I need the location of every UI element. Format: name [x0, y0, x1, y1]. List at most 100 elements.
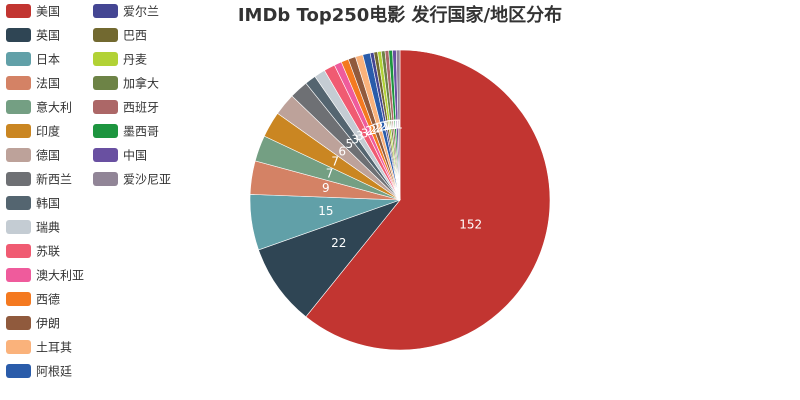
legend-label: 印度	[36, 124, 60, 139]
pie-slices	[249, 49, 551, 351]
legend-swatch	[6, 52, 31, 66]
legend-label: 法国	[36, 77, 60, 91]
legend-swatch	[93, 100, 118, 114]
legend-swatch	[6, 148, 31, 162]
slice-value-label: 7	[326, 167, 334, 181]
legend-swatch	[6, 76, 31, 90]
pie-slice-e788b1e6b299e5b0bce4ba9a[interactable]	[395, 49, 401, 201]
legend-item[interactable]: 爱尔兰	[93, 4, 159, 19]
legend-label: 加拿大	[123, 76, 159, 91]
legend-label: 伊朗	[36, 317, 60, 331]
legend-swatch	[93, 76, 118, 90]
slice-value-label: 2	[365, 124, 373, 138]
slice-value-label: 15	[318, 204, 333, 218]
legend-item[interactable]: 墨西哥	[93, 124, 159, 139]
legend-item[interactable]: 加拿大	[93, 76, 159, 91]
legend-swatch	[93, 4, 118, 18]
legend-item[interactable]: 日本	[6, 52, 60, 67]
legend-item[interactable]: 印度	[6, 124, 60, 139]
slice-value-label: 1	[388, 118, 396, 132]
slice-value-label: 2	[372, 121, 380, 135]
legend-label: 瑞典	[36, 221, 60, 235]
legend-item[interactable]: 西班牙	[93, 100, 159, 115]
legend-label: 韩国	[36, 196, 60, 211]
slice-value-label: 2	[376, 120, 384, 134]
legend-item[interactable]: 阿根廷	[6, 364, 72, 379]
legend-swatch	[6, 268, 31, 282]
legend-label: 阿根廷	[36, 365, 72, 379]
legend-label: 日本	[36, 53, 60, 67]
legend-label: 土耳其	[36, 341, 72, 355]
legend-item[interactable]: 意大利	[6, 100, 72, 115]
slice-value-label: 7	[331, 155, 339, 169]
legend-item[interactable]: 中国	[93, 148, 147, 163]
legend-label: 意大利	[36, 100, 72, 115]
legend-swatch	[6, 172, 31, 186]
legend-item[interactable]: 法国	[6, 76, 60, 91]
legend-label: 墨西哥	[123, 125, 159, 139]
legend-label: 英国	[36, 29, 60, 43]
legend-label: 澳大利亚	[36, 269, 84, 283]
legend-swatch	[6, 340, 31, 354]
slice-value-label: 1	[395, 118, 403, 132]
slice-value-label: 6	[338, 145, 346, 159]
legend-label: 西德	[36, 292, 60, 307]
legend-item[interactable]: 瑞典	[6, 220, 60, 235]
slice-value-label: 22	[331, 236, 346, 250]
legend-label: 德国	[36, 148, 60, 163]
pie-slice-e7be8ee59bbd[interactable]	[305, 49, 551, 351]
legend-swatch	[6, 4, 31, 18]
legend-label: 西班牙	[123, 101, 159, 115]
slice-value-label: 3	[361, 126, 369, 140]
legend-item[interactable]: 新西兰	[6, 172, 72, 187]
legend-item[interactable]: 巴西	[93, 28, 147, 43]
legend-item[interactable]: 伊朗	[6, 316, 60, 331]
slice-value-label: 152	[459, 217, 482, 231]
legend-swatch	[93, 148, 118, 162]
legend-label: 中国	[123, 148, 147, 163]
slice-value-label: 9	[322, 181, 330, 195]
legend-swatch	[6, 364, 31, 378]
legend-item[interactable]: 西德	[6, 292, 60, 307]
legend-item[interactable]: 美国	[6, 4, 60, 19]
slice-value-label: 3	[356, 129, 364, 143]
slice-value-label: 1	[384, 118, 392, 132]
legend-label: 巴西	[123, 29, 147, 43]
slice-value-label: 1	[382, 119, 390, 133]
slice-value-label: 1	[390, 118, 398, 132]
slice-value-label: 1	[393, 118, 401, 132]
legend-label: 新西兰	[36, 172, 72, 187]
legend-label: 美国	[36, 5, 60, 19]
legend-item[interactable]: 韩国	[6, 196, 60, 211]
legend-swatch	[6, 28, 31, 42]
pie-slice-e88bb1e59bbd[interactable]	[258, 199, 401, 318]
legend-item[interactable]: 土耳其	[6, 340, 72, 355]
slice-value-label: 1	[386, 118, 394, 132]
legend-item[interactable]: 德国	[6, 148, 60, 163]
legend-item[interactable]: 澳大利亚	[6, 268, 84, 283]
slice-value-label: 1	[391, 118, 399, 132]
legend-swatch	[6, 244, 31, 258]
legend-label: 苏联	[36, 245, 60, 259]
slice-value-label: 3	[351, 132, 359, 146]
legend-item[interactable]: 爱沙尼亚	[93, 172, 171, 187]
legend-swatch	[93, 124, 118, 138]
legend-swatch	[93, 172, 118, 186]
legend-swatch	[93, 52, 118, 66]
legend-item[interactable]: 苏联	[6, 244, 60, 259]
legend-swatch	[93, 28, 118, 42]
legend-swatch	[6, 220, 31, 234]
slice-value-label: 2	[369, 123, 377, 137]
legend-item[interactable]: 丹麦	[93, 52, 147, 67]
legend-swatch	[6, 316, 31, 330]
legend-swatch	[6, 292, 31, 306]
chart-title: IMDb Top250电影 发行国家/地区分布	[238, 4, 562, 26]
slice-value-label: 5	[346, 137, 354, 151]
legend-swatch	[6, 196, 31, 210]
legend-item[interactable]: 英国	[6, 28, 60, 43]
legend-swatch	[6, 100, 31, 114]
